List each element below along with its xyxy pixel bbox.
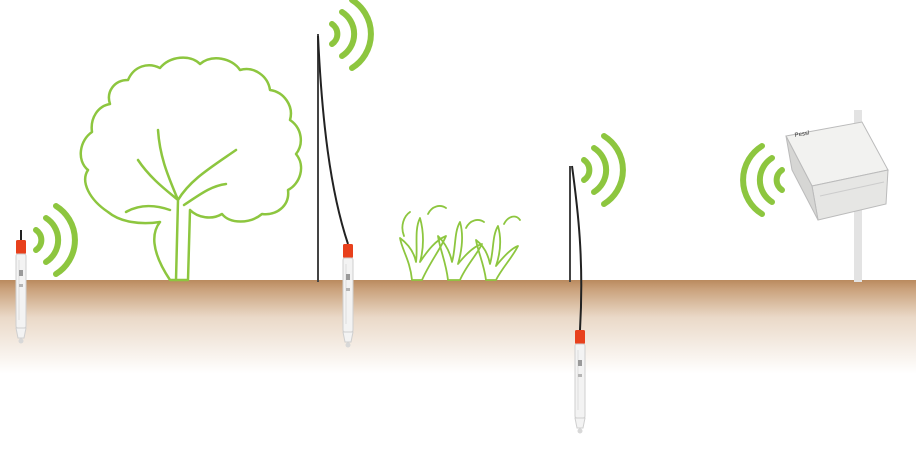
crop-plants-outline-icon: [399, 205, 521, 281]
logger-brand-label: Pessl: [794, 131, 809, 139]
soil-probe-icon: [574, 329, 586, 434]
data-logger-box-icon: Pessl: [785, 121, 889, 221]
sensor-cable: [571, 165, 583, 331]
data-logger-station: Pessl: [743, 110, 889, 282]
wireless-signal-icon: [36, 206, 75, 274]
wireless-signal-icon: [743, 146, 782, 214]
soil-ground: [0, 280, 916, 450]
sensor-station-left: [15, 206, 75, 344]
soil-probe-icon: [15, 239, 27, 344]
tree-outline-icon: [79, 56, 303, 282]
sensor-station-pole-1: [317, 0, 371, 348]
sensor-station-pole-2: [569, 136, 623, 434]
sensor-cable: [317, 35, 349, 245]
soil-probe-icon: [342, 243, 354, 348]
wireless-signal-icon: [332, 0, 371, 68]
wireless-signal-icon: [584, 136, 623, 204]
